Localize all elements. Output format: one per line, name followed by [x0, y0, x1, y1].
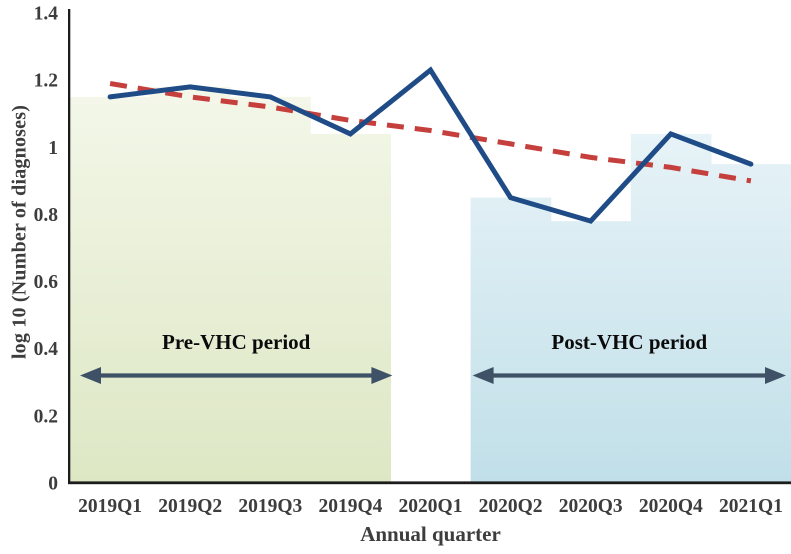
- post-vhc-annotation: Post-VHC period: [472, 330, 786, 384]
- y-tick-label: 0.2: [34, 406, 58, 427]
- y-tick-label: 1.4: [34, 4, 59, 25]
- pre-vhc-arrow-head-right: [371, 367, 393, 384]
- post-vhc-shaded-bar: [550, 221, 632, 483]
- post-vhc-shaded-bar: [630, 133, 712, 483]
- x-axis-title: Annual quarter: [360, 522, 501, 546]
- x-tick-label: 2019Q1: [78, 496, 142, 517]
- pre-vhc-arrow-head-left: [80, 367, 101, 384]
- pre-vhc-shaded-bar: [230, 96, 311, 484]
- x-tick-label: 2019Q2: [158, 496, 222, 517]
- pre-vhc-shaded-bar: [70, 96, 151, 484]
- x-axis-line: [68, 481, 791, 485]
- post-vhc-arrow-head-left: [472, 367, 494, 384]
- x-tick-label: 2020Q1: [399, 496, 463, 517]
- post-vhc-label: Post-VHC period: [551, 330, 707, 354]
- y-tick-label: 0.6: [34, 272, 59, 293]
- y-tick-label: 0.4: [34, 339, 59, 360]
- y-axis-line: [68, 9, 71, 484]
- y-axis-title: log 10 (Number of diagnoses): [8, 104, 31, 360]
- post-vhc-shaded-bar: [710, 164, 791, 483]
- post-vhc-arrow-head-right: [765, 367, 786, 384]
- post-vhc-shaded-bar: [470, 197, 552, 483]
- y-tick-label: 1: [48, 138, 58, 159]
- y-tick-label: 1.2: [34, 71, 58, 92]
- x-tick-label: 2020Q2: [479, 496, 543, 517]
- pre-vhc-label: Pre-VHC period: [162, 330, 311, 354]
- x-tick-label: 2020Q4: [639, 496, 703, 517]
- pre-vhc-annotation: Pre-VHC period: [80, 330, 393, 384]
- x-tick-label: 2021Q1: [719, 496, 783, 517]
- observed-line: [107, 66, 754, 224]
- y-tick-label: 0: [48, 474, 58, 495]
- pre-vhc-shaded-bar: [310, 133, 391, 483]
- y-tick-label: 0.8: [34, 205, 59, 226]
- x-tick-label: 2020Q3: [559, 496, 623, 517]
- x-tick-label: 2019Q3: [238, 496, 302, 517]
- x-tick-label: 2019Q4: [318, 496, 382, 517]
- pre-vhc-shaded-bar: [150, 86, 231, 484]
